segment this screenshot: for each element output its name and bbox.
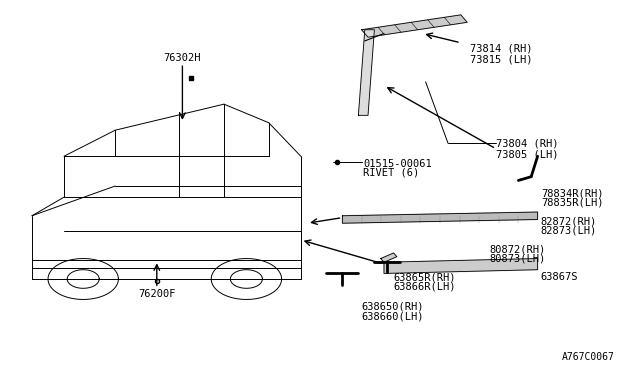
Text: 73814 (RH): 73814 (RH) [470, 44, 533, 53]
Text: 73805 (LH): 73805 (LH) [496, 150, 559, 159]
Text: 80873(LH): 80873(LH) [490, 254, 546, 263]
Text: 638660(LH): 638660(LH) [362, 311, 424, 321]
Text: 63865R(RH): 63865R(RH) [394, 272, 456, 282]
Text: 63866R(LH): 63866R(LH) [394, 282, 456, 291]
Text: 76200F: 76200F [138, 289, 175, 299]
Text: 01515-00061: 01515-00061 [363, 159, 431, 169]
Text: 78835R(LH): 78835R(LH) [541, 198, 604, 208]
Polygon shape [381, 253, 397, 262]
Text: 82873(LH): 82873(LH) [541, 226, 597, 235]
Polygon shape [384, 259, 538, 273]
Polygon shape [342, 212, 538, 223]
Text: 78834R(RH): 78834R(RH) [541, 189, 604, 198]
Text: 63867S: 63867S [541, 272, 579, 282]
Text: 73815 (LH): 73815 (LH) [470, 55, 533, 64]
Polygon shape [362, 15, 467, 37]
Text: RIVET (6): RIVET (6) [363, 168, 419, 178]
Text: 638650(RH): 638650(RH) [362, 302, 424, 312]
Text: A767C0067: A767C0067 [561, 352, 614, 362]
Text: 80872(RH): 80872(RH) [490, 244, 546, 254]
Text: 76302H: 76302H [164, 53, 201, 62]
Polygon shape [358, 30, 374, 115]
Text: 82872(RH): 82872(RH) [541, 217, 597, 226]
Text: 73804 (RH): 73804 (RH) [496, 138, 559, 148]
